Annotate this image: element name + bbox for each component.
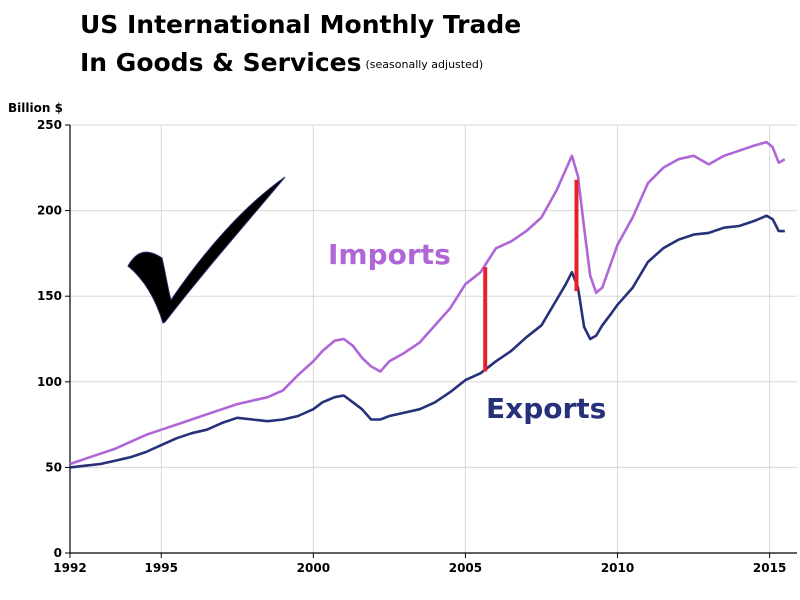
- axis-layer: 0 50 100 150 200 250 1992 1995 2000 2005 2010 2015: [37, 118, 797, 575]
- y-tick-label: 50: [45, 460, 62, 474]
- exports-series-label: Exports: [486, 392, 606, 425]
- y-tick-label: 150: [37, 289, 62, 303]
- series-layer: [69, 140, 786, 469]
- x-tick-label: 2000: [297, 561, 330, 575]
- x-tick-label: 1992: [53, 561, 86, 575]
- x-tick-label: 2005: [449, 561, 482, 575]
- x-tick-label: 2010: [601, 561, 634, 575]
- checkmark-icon: [127, 176, 286, 324]
- chart-title: US International Monthly Trade: [80, 10, 522, 39]
- chart-title-line2: In Goods & Services (seasonally adjusted): [80, 48, 483, 77]
- y-tick-label: 250: [37, 118, 62, 132]
- exports-line: [69, 214, 785, 469]
- y-tick-label: 100: [37, 375, 62, 389]
- annotation-layer: [483, 179, 579, 372]
- chart-title-line2-text: In Goods & Services: [80, 48, 362, 77]
- y-axis-label: Billion $: [8, 101, 63, 115]
- imports-series-label: Imports: [328, 238, 451, 271]
- x-tick-label: 1995: [145, 561, 178, 575]
- y-tick-label: 200: [37, 204, 62, 218]
- y-tick-label: 0: [54, 546, 62, 560]
- x-tick-label: 2015: [753, 561, 786, 575]
- grid-layer: [69, 124, 797, 554]
- imports-line: [69, 140, 786, 466]
- chart-subtitle: (seasonally adjusted): [365, 58, 484, 71]
